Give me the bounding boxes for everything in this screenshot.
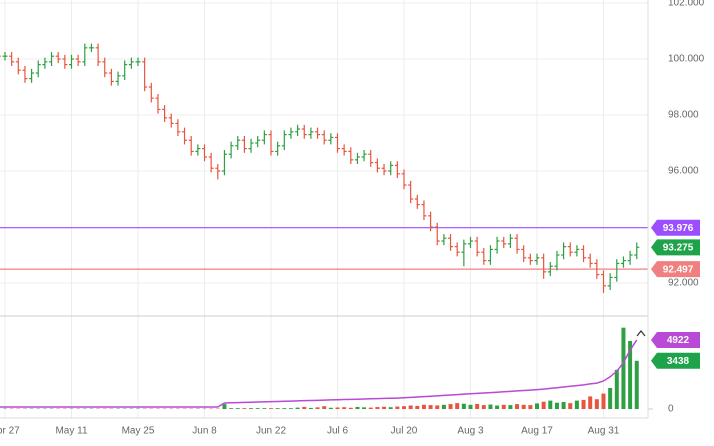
volume-bar [295, 407, 300, 410]
volume-bar [322, 406, 327, 410]
volume-bar [501, 404, 506, 410]
volume-bar [235, 408, 240, 410]
volume-bar [362, 407, 367, 410]
volume-bar [395, 406, 400, 410]
volume-bar [435, 405, 440, 410]
volume-bar [342, 407, 347, 410]
volume-bar [554, 402, 559, 410]
volume-bar [588, 396, 593, 410]
volume-bar [574, 400, 579, 410]
volume-bar [408, 405, 413, 410]
volume-line-tag-bg [651, 331, 700, 348]
volume-bar [581, 399, 586, 410]
y-tick-label: 92.000 [668, 278, 699, 289]
volume-bar [222, 404, 227, 410]
volume-bar [335, 407, 340, 410]
last-volume-tag-bg [651, 352, 700, 369]
price-line-tag: 92.497 [663, 264, 694, 275]
volume-bar [355, 406, 360, 410]
volume-bar [441, 404, 446, 410]
x-tick-label: Jun 22 [256, 426, 286, 437]
volume-bar [521, 404, 526, 410]
volume-bar [382, 406, 387, 410]
volume-bar [288, 408, 293, 410]
x-tick-label: May 25 [122, 426, 155, 437]
volume-bar [415, 405, 420, 410]
volume-bar [488, 404, 493, 410]
price-line-tag-bg [651, 261, 700, 278]
volume-bar [461, 403, 466, 410]
volume-bar [348, 407, 353, 410]
volume-bar [535, 403, 539, 410]
y-tick-label: 102.000 [668, 0, 705, 9]
volume-bar [421, 404, 426, 410]
volume-bar [308, 407, 313, 410]
volume-bar [242, 408, 247, 410]
plot-area [0, 43, 648, 410]
volume-bar [495, 405, 500, 410]
labels: 92.000 96.000 98.000 100.000 102.000 0 Apr 27 M… [0, 0, 705, 437]
price-line-tag-bg [651, 219, 700, 236]
volume-bar [528, 405, 533, 410]
volume-bar [481, 405, 486, 410]
volume-line-tag: 4922 [667, 335, 690, 346]
price-line-tag: 93.976 [663, 223, 694, 234]
y-tick-label: 100.000 [668, 54, 705, 65]
volume-bar [468, 404, 473, 410]
volume-bar [455, 403, 460, 410]
collapse-icon[interactable] [636, 330, 646, 337]
x-tick-label: Jul 6 [327, 426, 349, 437]
grid [0, 0, 653, 418]
volume-bar [368, 407, 373, 410]
volume-bar [402, 406, 406, 410]
volume-bar [255, 408, 260, 410]
volume-bar [568, 403, 573, 410]
last-price-tag: 93.275 [663, 242, 694, 253]
volume-tick-label: 0 [668, 404, 674, 415]
volume-bar [375, 407, 380, 410]
x-tick-label: Jul 20 [391, 426, 418, 437]
x-tick-label: May 11 [55, 426, 87, 437]
volume-bar [594, 399, 599, 410]
volume-bar [262, 408, 267, 410]
x-tick-label: Aug 31 [588, 426, 620, 437]
y-tick-label: 98.000 [668, 110, 699, 121]
volume-bar [448, 404, 453, 410]
volume-bar [634, 360, 639, 410]
last-volume-tag: 3438 [667, 356, 690, 367]
volume-bar [541, 401, 546, 410]
volume-bar [302, 406, 307, 410]
volume-bar [269, 408, 273, 410]
volume-bar [249, 408, 254, 410]
volume-bar [628, 341, 633, 410]
x-tick-label: Aug 3 [457, 426, 484, 437]
volume-bar [328, 407, 333, 410]
volume-bar [275, 408, 280, 410]
volume-line [0, 339, 638, 408]
x-tick-label: Aug 17 [521, 426, 553, 437]
volume-bar [508, 405, 513, 410]
volume-bar [282, 408, 287, 410]
volume-bar [475, 403, 480, 410]
last-price-tag-bg [651, 239, 700, 256]
x-tick-label: Jun 8 [192, 426, 217, 437]
volume-bar [548, 400, 553, 410]
volume-bar [608, 387, 613, 410]
volume-bar [428, 405, 433, 410]
volume-bar [621, 327, 626, 410]
volume-bar [601, 393, 606, 410]
volume-bar [229, 408, 234, 410]
x-tick-label: Apr 27 [0, 426, 20, 437]
volume-bar [614, 369, 619, 410]
volume-bar [515, 404, 520, 410]
volume-bar [388, 407, 393, 410]
volume-bar [561, 402, 566, 410]
y-tick-label: 96.000 [668, 166, 699, 177]
volume-bar [315, 407, 320, 410]
